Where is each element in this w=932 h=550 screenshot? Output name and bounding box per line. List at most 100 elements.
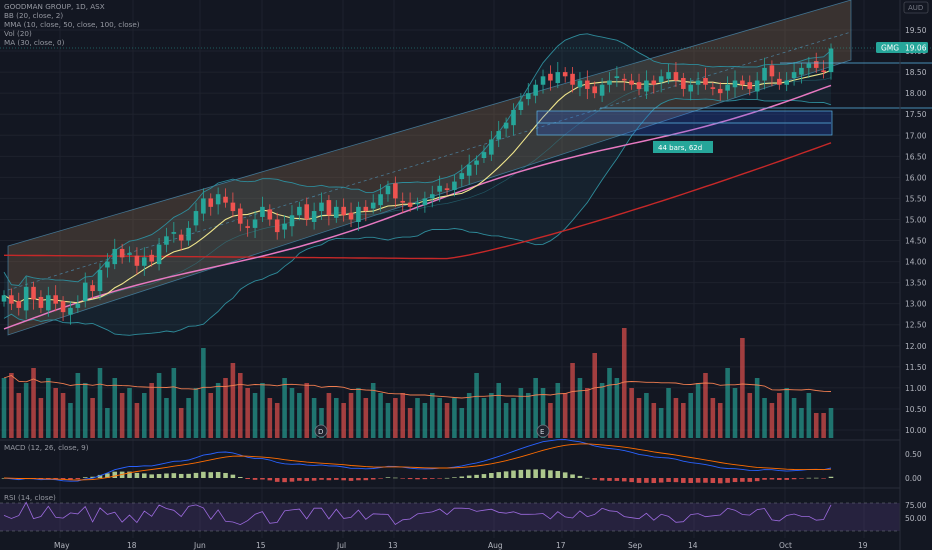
candle-body — [164, 236, 169, 245]
volume-bar — [400, 393, 406, 438]
candle-body — [717, 88, 723, 94]
volume-bar — [378, 393, 383, 438]
volume-bar — [503, 403, 509, 438]
macd-hist-bar — [585, 477, 590, 479]
macd-hist-bar — [282, 478, 287, 483]
volume-bar — [393, 398, 398, 438]
macd-hist-bar — [629, 478, 634, 483]
macd-hist-bar — [68, 478, 73, 480]
volume-bar — [466, 393, 472, 438]
macd-hist-bar — [688, 478, 693, 484]
macd-hist-bar — [791, 478, 797, 480]
candle-body — [260, 206, 265, 217]
candle-body — [540, 76, 546, 85]
volume-bar — [658, 408, 664, 438]
volume-ma-line — [3, 374, 832, 399]
macd-hist-bar — [533, 469, 538, 478]
candle-body — [828, 48, 834, 73]
time-axis-tick: May — [54, 541, 70, 550]
macd-hist-bar — [806, 477, 812, 479]
candle-body — [68, 307, 73, 315]
candle-body — [112, 248, 118, 265]
candle-body — [304, 204, 310, 220]
macd-hist-bar — [518, 469, 524, 478]
candle-body — [252, 219, 258, 228]
macd-hist-bar — [769, 478, 775, 480]
volume-bar — [385, 403, 391, 438]
price-axis-tick: 18.00 — [905, 89, 927, 98]
volume-bar — [791, 398, 797, 438]
macd-hist-bar — [156, 474, 162, 478]
indicator-ma[interactable]: MA (30, close, 0) — [4, 38, 65, 47]
candle-body — [452, 181, 457, 190]
time-axis-tick: Aug — [488, 541, 503, 550]
candle-body — [747, 82, 753, 89]
macd-hist-bar — [385, 477, 391, 478]
volume-bar — [806, 393, 812, 438]
macd-label[interactable]: MACD (12, 26, close, 9) — [4, 443, 89, 452]
candle-body — [119, 248, 125, 258]
candle-body — [577, 80, 583, 88]
candle-body — [525, 93, 531, 100]
candle-body — [422, 198, 428, 206]
symbol-title[interactable]: GOODMAN GROUP, 1D, ASX — [4, 2, 105, 11]
macd-hist-bar — [777, 478, 782, 480]
indicator-mma[interactable]: MMA (10, close, 50, close, 100, close) — [4, 20, 140, 29]
time-axis[interactable]: May 18 Jun 15 Jul 13 Aug 17 Sep 14 Oct 19 — [54, 541, 868, 550]
rsi-label[interactable]: RSI (14, close) — [4, 493, 56, 502]
dividend-marker-label: D — [318, 428, 323, 436]
macd-hist-bar — [333, 478, 339, 480]
volume-bar — [297, 393, 302, 438]
candle-body — [356, 206, 361, 222]
candle-body — [570, 73, 575, 85]
candle-body — [437, 185, 442, 192]
time-axis-tick: Oct — [779, 541, 792, 550]
volume-bar — [311, 398, 317, 438]
volume-bar — [341, 403, 346, 438]
candle-body — [548, 73, 553, 81]
volume-bar — [415, 398, 420, 438]
time-axis-tick: 17 — [556, 541, 566, 550]
volume-bar — [304, 383, 310, 438]
macd-hist-bar — [599, 478, 605, 481]
earnings-marker[interactable] — [536, 424, 550, 438]
macd-hist-bar — [46, 478, 51, 479]
candle-body — [75, 303, 81, 308]
volume-bar — [725, 368, 730, 438]
macd-hist-bar — [304, 478, 310, 482]
macd-hist-bar — [341, 478, 346, 481]
volume-bar — [533, 378, 538, 438]
candle-body — [769, 65, 775, 77]
indicator-bb[interactable]: BB (20, close, 2) — [4, 11, 64, 20]
currency-badge[interactable] — [903, 1, 929, 14]
volume-bar — [193, 388, 199, 438]
candle-body — [16, 301, 22, 308]
candle-body — [474, 160, 479, 165]
candle-body — [289, 215, 295, 227]
dividend-marker[interactable] — [314, 424, 328, 438]
indicator-vol[interactable]: Vol (20) — [4, 29, 32, 38]
bollinger-upper — [3, 33, 832, 286]
macd-hist-bar — [289, 478, 295, 482]
macd-hist-bar — [732, 478, 738, 483]
candle-body — [740, 80, 745, 85]
macd-hist-bar — [503, 471, 509, 478]
price-axis[interactable]: 19.5019.0018.5018.0017.5017.0016.5016.00… — [905, 26, 927, 523]
volume-bar — [681, 403, 686, 438]
volume-bar — [127, 388, 132, 438]
volume-bar — [134, 403, 140, 438]
time-axis-tick: Sep — [628, 541, 642, 550]
volume-bar — [651, 403, 657, 438]
volume-bar — [201, 348, 206, 438]
candle-body — [681, 78, 686, 89]
volume-bar — [673, 398, 679, 438]
candle-body — [799, 67, 804, 75]
candle-body — [407, 202, 413, 207]
candle-body — [614, 76, 620, 78]
bollinger-lower — [3, 98, 832, 336]
candle-body — [511, 110, 516, 126]
candle-body — [31, 286, 36, 300]
volume-bar — [474, 373, 479, 438]
